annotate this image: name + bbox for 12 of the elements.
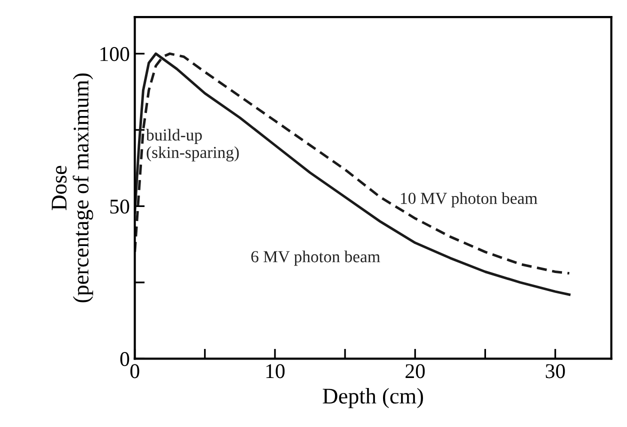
y-axis-title: Dose (percentage of maximum)	[52, 73, 94, 302]
y-tick-label: 100	[100, 47, 130, 62]
annotation: build-up (skin-sparing)	[146, 128, 239, 162]
series-label: 6 MV photon beam	[251, 250, 380, 266]
y-tick-label: 0	[120, 352, 130, 366]
x-axis-title: Depth (cm)	[322, 388, 423, 408]
x-tick-label: 30	[546, 364, 565, 378]
y-tick-label: 50	[110, 200, 130, 214]
series-label: 10 MV photon beam	[400, 192, 538, 208]
x-tick-label: 20	[406, 364, 425, 378]
x-tick-label: 10	[266, 364, 285, 378]
x-tick-label: 0	[130, 364, 140, 378]
